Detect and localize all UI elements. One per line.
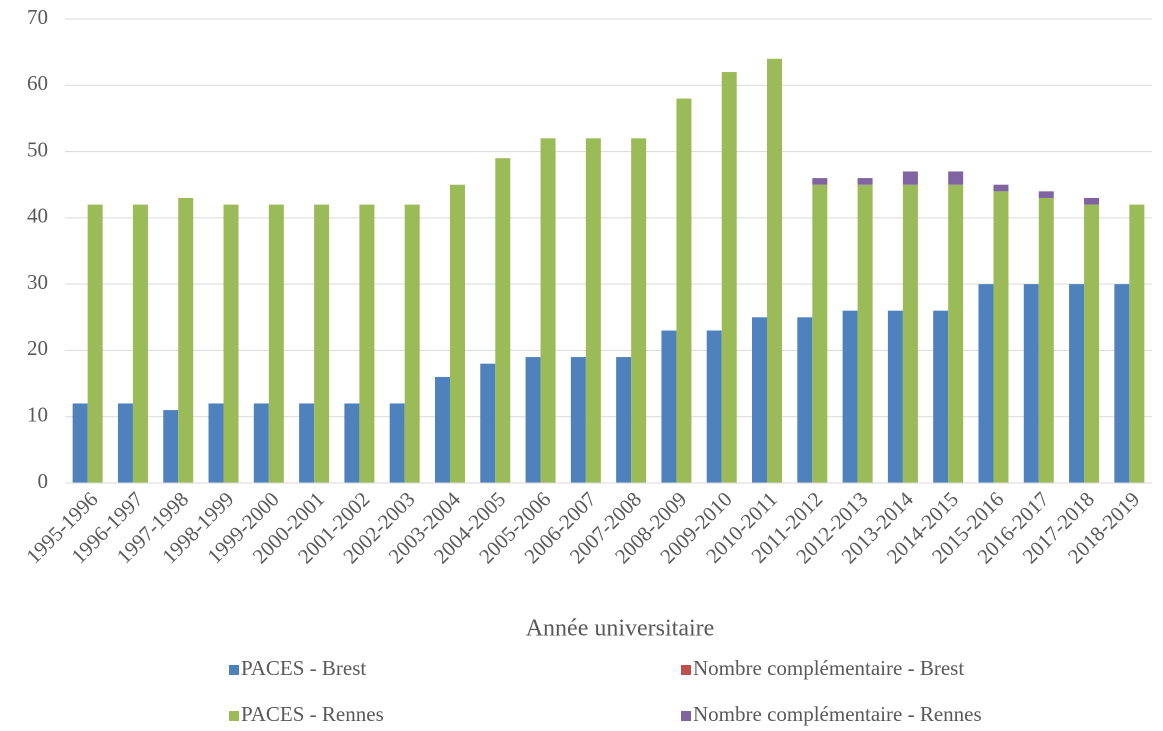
bar	[902, 171, 918, 185]
legend-swatch	[229, 665, 239, 675]
bar	[570, 357, 586, 483]
bar	[1114, 284, 1130, 483]
bar	[223, 204, 239, 483]
bar	[993, 191, 1009, 484]
bar	[495, 158, 511, 483]
bar	[812, 178, 828, 185]
bar	[434, 376, 450, 483]
bar	[978, 284, 994, 483]
bar	[208, 403, 224, 483]
bar	[721, 72, 737, 484]
y-tick-label: 30	[27, 270, 48, 294]
y-tick-label: 50	[27, 137, 48, 161]
bar	[404, 204, 420, 483]
bar	[585, 138, 601, 484]
bar	[163, 410, 179, 483]
bar	[389, 403, 405, 483]
bar	[299, 403, 315, 483]
bar	[314, 204, 330, 483]
bar	[812, 184, 828, 483]
bar	[933, 310, 949, 483]
bar	[268, 204, 284, 483]
bar	[1129, 204, 1145, 483]
bar	[87, 204, 103, 483]
y-tick-label: 60	[27, 71, 48, 95]
bar	[857, 178, 873, 185]
bar	[902, 184, 918, 483]
y-tick-label: 10	[27, 403, 48, 427]
y-tick-label: 40	[27, 204, 48, 228]
bar	[616, 357, 632, 483]
legend-swatch	[229, 711, 239, 721]
bar	[359, 204, 375, 483]
bar	[344, 403, 360, 483]
bar	[631, 138, 647, 484]
bar	[1084, 204, 1100, 483]
bar	[1038, 191, 1054, 198]
legend-label: Nombre complémentaire - Rennes	[693, 702, 982, 726]
bar	[1023, 284, 1039, 483]
bar	[993, 184, 1009, 192]
bar	[117, 403, 133, 483]
bar	[178, 197, 194, 483]
y-tick-label: 70	[27, 5, 48, 29]
bar	[253, 403, 269, 483]
bar	[1084, 197, 1100, 205]
y-tick-label: 20	[27, 336, 48, 360]
bar	[797, 317, 813, 483]
legend-label: PACES - Rennes	[241, 702, 384, 726]
bar	[842, 310, 858, 483]
bar	[676, 98, 692, 484]
bar	[752, 317, 768, 483]
bar	[449, 184, 465, 483]
bar	[706, 330, 722, 483]
bar	[948, 171, 964, 185]
bar	[480, 363, 496, 483]
bar	[767, 58, 783, 484]
bar	[72, 403, 88, 483]
bar	[661, 330, 677, 483]
legend-swatch	[681, 665, 691, 675]
bar	[540, 138, 556, 484]
bar	[132, 204, 148, 483]
bar	[525, 357, 541, 483]
x-axis-title: Année universitaire	[526, 616, 715, 642]
y-tick-label: 0	[38, 469, 49, 493]
legend-label: PACES - Brest	[241, 656, 366, 680]
bar	[1038, 197, 1054, 483]
bar	[887, 310, 903, 483]
bar	[857, 184, 873, 483]
legend-label: Nombre complémentaire - Brest	[693, 656, 964, 680]
bar	[948, 184, 964, 483]
bar	[1069, 284, 1085, 483]
legend-swatch	[681, 711, 691, 721]
